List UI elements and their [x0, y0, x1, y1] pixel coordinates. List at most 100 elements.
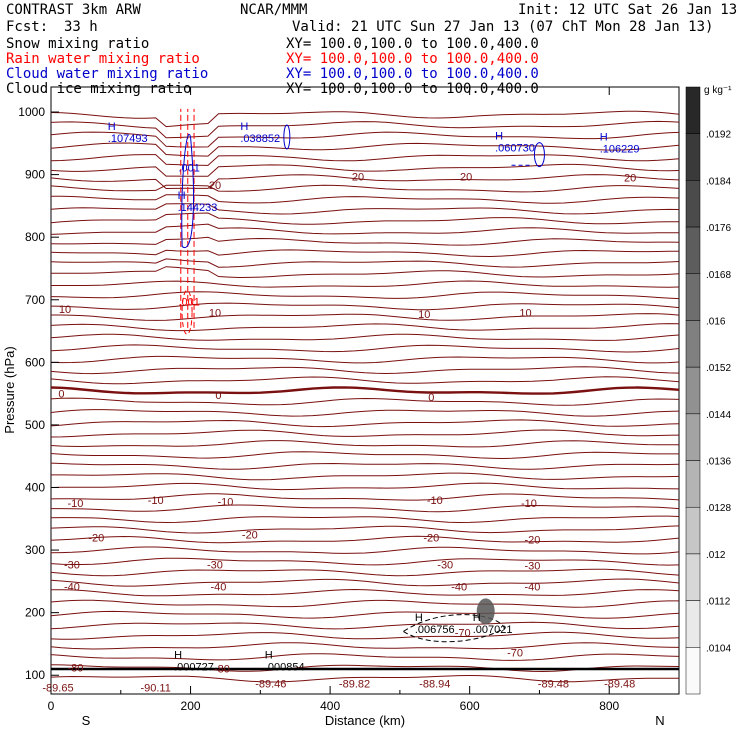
- max-marker: H: [108, 121, 116, 133]
- colorbar-tick-label: .016: [706, 316, 726, 327]
- rain-contour: [181, 289, 193, 335]
- temperature-contour: [50, 302, 680, 311]
- max-marker: H: [265, 650, 273, 662]
- max-value: .006756: [415, 624, 455, 636]
- y-tick-label: 800: [25, 230, 45, 244]
- colorbar-swatch: [685, 647, 701, 695]
- temperature-contour: [50, 323, 680, 332]
- temperature-contour: [50, 291, 680, 300]
- temperature-label: -10: [148, 495, 164, 507]
- colorbar-tick-label: .0176: [706, 223, 731, 234]
- max-marker: H: [174, 650, 182, 662]
- max-marker: H: [415, 612, 423, 624]
- colorbar-tick-label: .0112: [706, 597, 731, 608]
- temperature-label: -20: [242, 529, 258, 541]
- cloud-ice-contour: [402, 614, 506, 643]
- contour-value-label: .001: [178, 297, 199, 309]
- colorbar-swatch: [685, 506, 701, 555]
- colorbar-swatch: [685, 180, 701, 228]
- temperature-contour: [50, 599, 679, 608]
- colorbar-tick-label: .0152: [706, 363, 731, 374]
- temperature-contour: [50, 515, 680, 524]
- temperature-contour: [50, 110, 680, 128]
- temperature-label: 20: [624, 173, 636, 185]
- temperature-label: 0: [58, 389, 64, 401]
- temperature-contour: [50, 578, 680, 587]
- temperature-label: -30: [207, 559, 223, 571]
- field-cloudice-xy: XY= 100.0,100.0 to 100.0,400.0: [286, 81, 539, 97]
- cloud-water-contour: [181, 134, 195, 249]
- colorbar-swatch: [685, 460, 701, 508]
- x-axis-title: Distance (km): [325, 713, 405, 728]
- temperature-contour: [50, 236, 680, 246]
- colorbar-tick-label: .0168: [706, 270, 731, 281]
- temperature-label: -80: [67, 663, 83, 675]
- field-snow-xy: XY= 100.0,100.0 to 100.0,400.0: [286, 36, 539, 52]
- field-cloudwater-label: Cloud water mixing ratio: [6, 66, 208, 82]
- temperature-contour: [50, 568, 680, 577]
- y-tick-label: 400: [25, 480, 45, 494]
- y-tick-label: 200: [25, 606, 45, 620]
- max-marker: H: [240, 121, 248, 133]
- colorbar-tick-label: .012: [706, 550, 726, 561]
- temperature-label: -70: [455, 628, 471, 640]
- temperature-label: -30: [525, 561, 541, 573]
- temperature-contour: [50, 376, 680, 385]
- x-tick-label: 200: [181, 699, 201, 713]
- temperature-contour: [50, 120, 680, 139]
- colorbar-unit: g kg⁻¹: [704, 85, 732, 96]
- org-label: NCAR/MMM: [240, 2, 307, 18]
- temperature-contour: [50, 621, 680, 630]
- temperature-label: -10: [217, 496, 233, 508]
- init-time: Init: 12 UTC Sat 26 Jan 13: [518, 2, 737, 18]
- hydrometeor-contours: [180, 108, 545, 643]
- colorbar-tick-label: .0144: [706, 410, 731, 421]
- x-axis-right-end: N: [655, 713, 664, 728]
- temperature-label: -10: [521, 498, 537, 510]
- x-tick-label: 400: [320, 699, 340, 713]
- temperature-label: -10: [427, 495, 443, 507]
- temperature-contour: [50, 419, 680, 428]
- temperature-label: -89.48: [538, 678, 569, 690]
- temperature-label: 20: [352, 171, 364, 183]
- temperature-contour: [50, 653, 680, 661]
- temperature-contour: [50, 557, 680, 566]
- temperature-contour: [51, 313, 680, 321]
- max-value: .060730: [495, 142, 535, 154]
- temperature-contour: [50, 631, 680, 640]
- temperature-contour: [50, 174, 680, 190]
- temperature-contour: [51, 280, 680, 288]
- colorbar-tick-label: .0104: [706, 643, 731, 654]
- temperature-contour: [50, 440, 680, 448]
- field-snow-label: Snow mixing ratio: [6, 36, 149, 52]
- temperature-contour: [50, 535, 680, 544]
- field-rain-xy: XY= 100.0,100.0 to 100.0,400.0: [286, 51, 539, 67]
- temperature-contour: [50, 249, 680, 258]
- x-tick-label: 600: [460, 699, 480, 713]
- y-tick-label: 100: [25, 668, 45, 682]
- temperature-label: -20: [88, 533, 104, 545]
- temperature-label: -10: [67, 498, 83, 510]
- y-tick-label: 300: [25, 543, 45, 557]
- temperature-label: -89.65: [42, 683, 73, 695]
- colorbar-tick-label: .0128: [706, 503, 731, 514]
- y-tick-label: 600: [25, 355, 45, 369]
- temperature-contour: [50, 223, 680, 235]
- max-marker: H: [495, 130, 503, 142]
- temperature-contour: [50, 386, 680, 395]
- model-title: CONTRAST 3km ARW: [6, 2, 141, 18]
- max-value: .144233: [178, 202, 218, 214]
- contour-value-label: .001: [178, 163, 199, 175]
- y-tick-label: 1000: [18, 105, 45, 119]
- temperature-contour: [50, 409, 680, 417]
- temperature-label: -40: [211, 581, 227, 593]
- colorbar-swatch: [685, 366, 701, 415]
- colorbar-swatch: [685, 273, 701, 321]
- y-tick-label: 500: [25, 418, 45, 432]
- temperature-contour: [50, 482, 680, 491]
- temperature-label: 20: [209, 180, 221, 192]
- colorbar-swatch: [685, 226, 701, 275]
- temperature-label: -20: [423, 533, 439, 545]
- temperature-label: -30: [437, 559, 453, 571]
